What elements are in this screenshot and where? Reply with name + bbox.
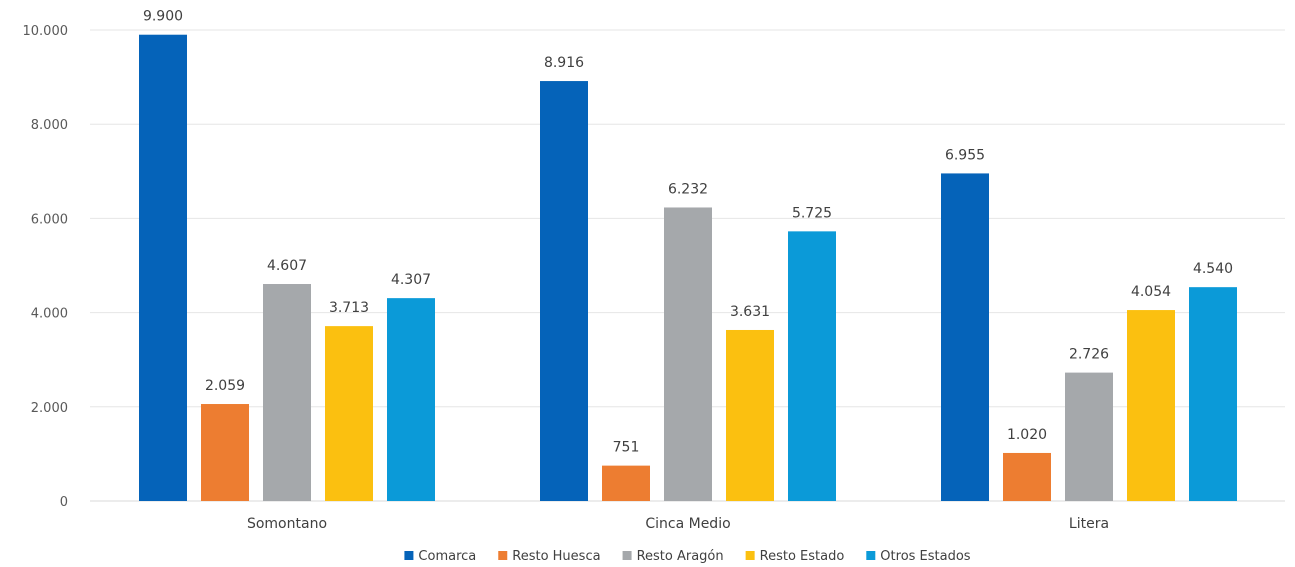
legend-label: Comarca [418, 549, 476, 564]
bar [263, 284, 311, 501]
data-labels: 9.900 2.059 4.607 3.713 4.307 8.916 751 6.232 3.… [143, 9, 1233, 456]
data-label: 5.725 [792, 205, 832, 221]
data-label: 1.020 [1007, 427, 1047, 443]
legend-swatch [866, 551, 876, 560]
bar [1003, 452, 1051, 501]
x-category-label: Litera [1069, 516, 1109, 532]
legend-label: Resto Huesca [512, 549, 600, 564]
legend-swatch [622, 551, 632, 560]
data-label: 2.059 [205, 378, 245, 394]
legend-item: Resto Estado [745, 549, 845, 564]
y-tick-label: 6.000 [31, 212, 68, 227]
bar [387, 298, 435, 501]
legend-swatch [498, 551, 508, 560]
legend-swatch [404, 551, 414, 560]
data-label: 4.540 [1193, 261, 1233, 277]
bar [1065, 372, 1113, 501]
x-axis-categories: Somontano Cinca Medio Litera [247, 516, 1109, 532]
bar [201, 404, 249, 501]
bar [139, 34, 187, 502]
data-label: 4.607 [267, 258, 307, 274]
bar [602, 465, 650, 501]
data-label: 8.916 [544, 55, 584, 71]
y-tick-label: 8.000 [31, 118, 68, 133]
bar [325, 326, 373, 501]
legend-item: Resto Huesca [498, 549, 601, 564]
data-label: 3.631 [730, 304, 770, 320]
data-label: 6.955 [945, 147, 985, 163]
bar [726, 329, 774, 501]
legend: Comarca Resto Huesca Resto Aragón Resto Est… [404, 549, 971, 564]
data-label: 6.232 [668, 181, 708, 197]
legend-label: Otros Estados [880, 549, 971, 564]
bar [788, 231, 836, 502]
x-category-label: Cinca Medio [645, 516, 730, 532]
bar [1189, 287, 1237, 501]
y-tick-label: 0 [60, 495, 68, 510]
bar [664, 207, 712, 502]
bar [941, 173, 989, 501]
y-tick-label: 10.000 [23, 24, 69, 39]
legend-item: Comarca [404, 549, 476, 564]
legend-swatch [745, 551, 755, 560]
legend-item: Otros Estados [866, 549, 971, 564]
data-label: 4.307 [391, 272, 431, 288]
data-label: 9.900 [143, 9, 183, 25]
bar [540, 81, 588, 501]
legend-label: Resto Aragón [637, 549, 724, 564]
y-axis-ticks: 0 2.000 4.000 6.000 8.000 10.000 [23, 24, 69, 510]
legend-label: Resto Estado [760, 549, 845, 564]
data-label: 751 [613, 440, 640, 456]
data-label: 3.713 [329, 300, 369, 316]
legend-item: Resto Aragón [622, 549, 724, 564]
bar [1127, 310, 1175, 501]
y-tick-label: 4.000 [31, 307, 68, 322]
data-label: 2.726 [1069, 347, 1109, 363]
y-tick-label: 2.000 [31, 401, 68, 416]
data-label: 4.054 [1131, 284, 1171, 300]
bars [139, 34, 1237, 502]
x-category-label: Somontano [247, 516, 327, 532]
